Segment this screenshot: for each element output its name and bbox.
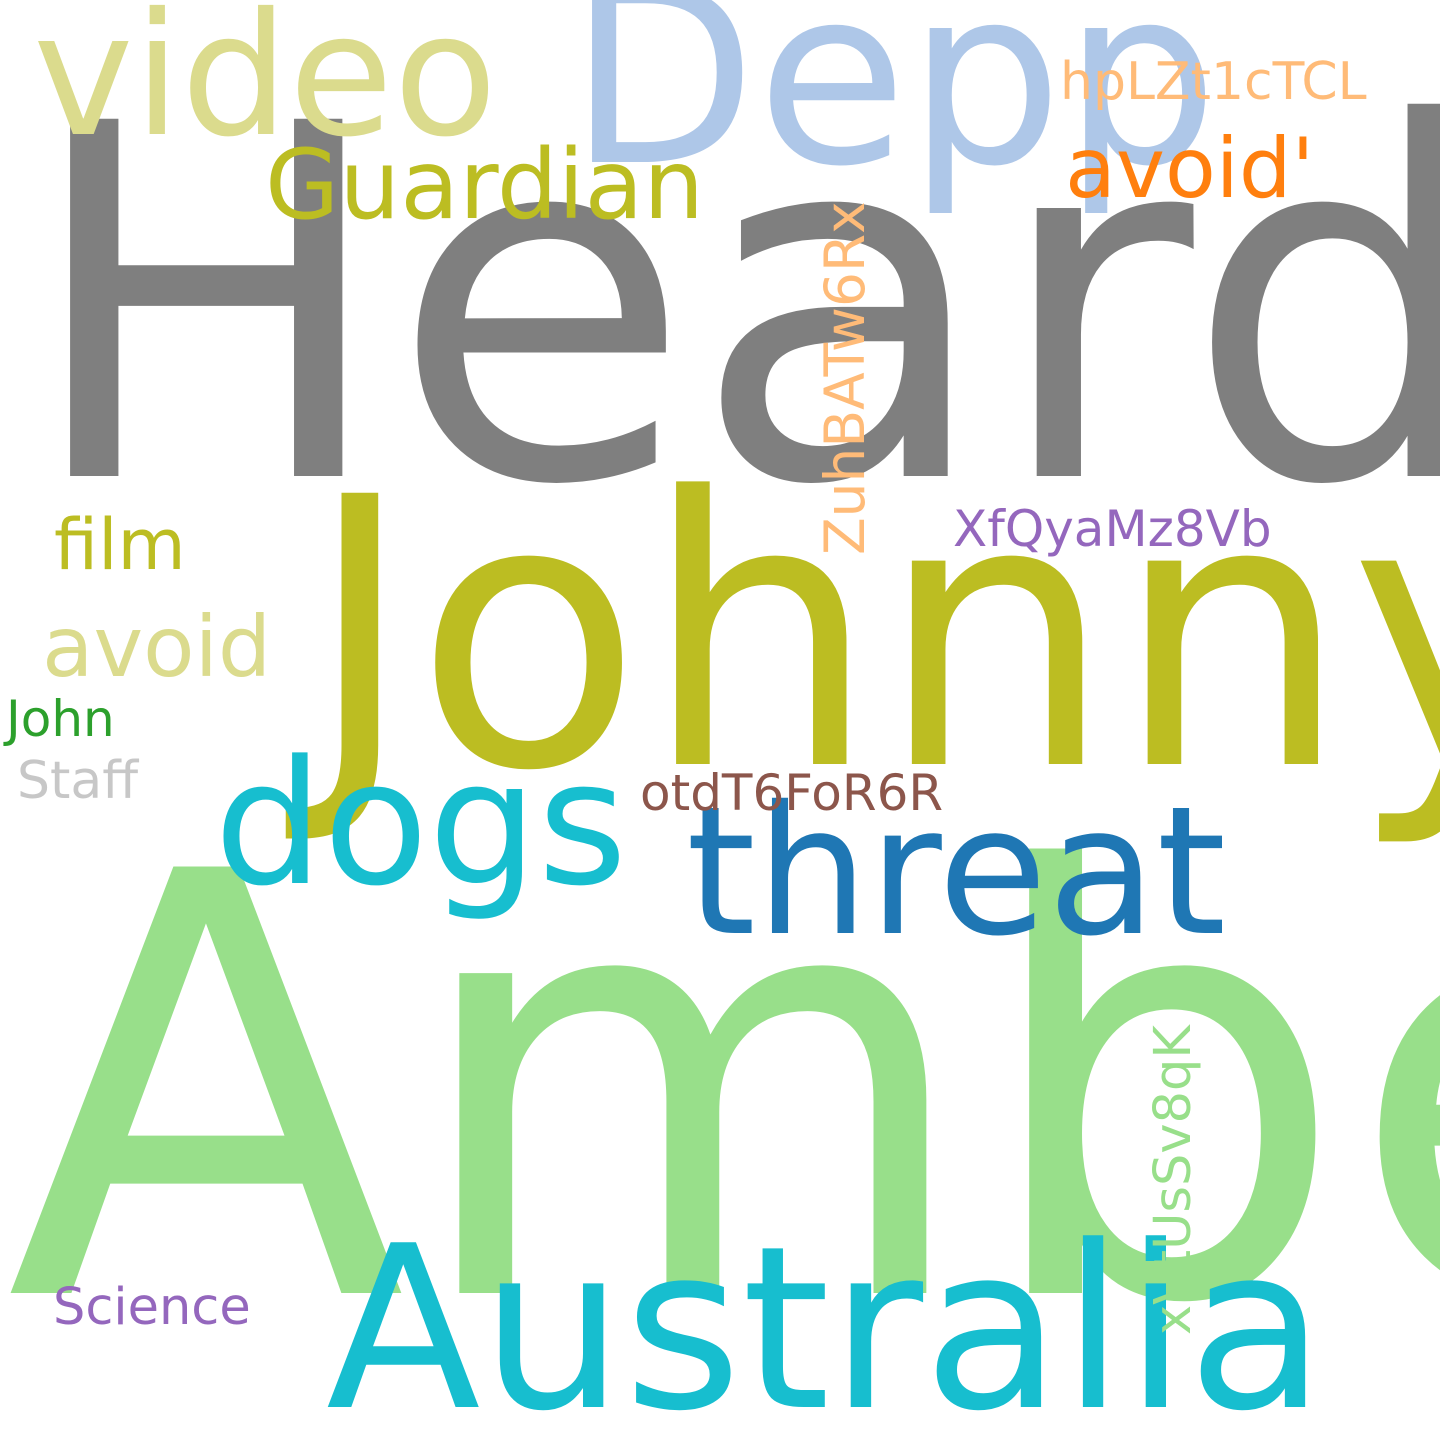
- word-film: film: [54, 504, 186, 586]
- word-avoid-quote: avoid': [1065, 120, 1315, 217]
- word-video: video: [33, 0, 498, 175]
- word-threat: threat: [686, 768, 1227, 975]
- word-zuhbatw6rx: ZuhBATw6Rx: [813, 201, 877, 555]
- word-hplzt1ctcl: hpLZt1cTCL: [1060, 52, 1367, 112]
- word-dogs: dogs: [214, 723, 628, 924]
- word-xfqyamz8vb: XfQyaMz8Vb: [953, 500, 1272, 558]
- word-amber: Amber: [6, 750, 1440, 1431]
- word-science: Science: [53, 1278, 251, 1337]
- word-xvtussv8qk: xVtUsSv8qK: [1144, 1025, 1203, 1335]
- word-john: John: [6, 690, 115, 748]
- word-australia: Australia: [326, 1198, 1326, 1440]
- word-heard: Heard: [22, 21, 1440, 592]
- word-guardian: Guardian: [265, 129, 705, 241]
- word-otdt6for6r: otdT6FoR6R: [640, 764, 944, 822]
- word-avoid: avoid: [42, 598, 272, 696]
- word-johnny: Johnny: [305, 419, 1440, 852]
- word-staff: Staff: [17, 751, 139, 811]
- word-depp: Depp: [568, 0, 1219, 220]
